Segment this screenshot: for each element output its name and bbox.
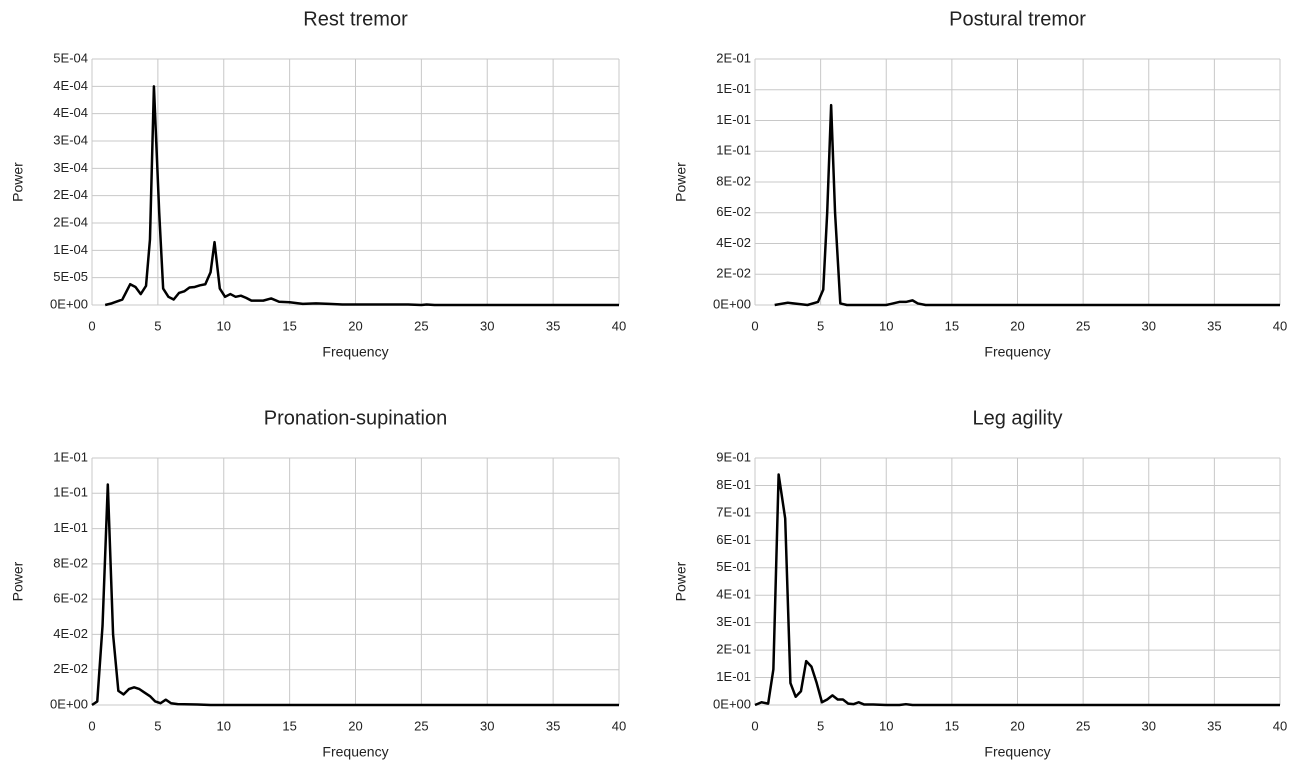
x-tick-label: 40 bbox=[1273, 718, 1287, 733]
y-tick-label: 5E-01 bbox=[716, 559, 751, 574]
x-tick-label: 25 bbox=[414, 318, 428, 333]
y-tick-label: 6E-02 bbox=[53, 591, 88, 606]
chart-title: Pronation-supination bbox=[264, 407, 447, 429]
x-axis-label: Frequency bbox=[322, 344, 388, 360]
x-axis-label: Frequency bbox=[322, 744, 388, 760]
y-tick-label: 3E-04 bbox=[53, 160, 88, 175]
y-tick-label: 6E-01 bbox=[716, 532, 751, 547]
y-tick-label: 4E-04 bbox=[53, 78, 88, 93]
x-tick-label: 10 bbox=[879, 718, 893, 733]
y-tick-label: 8E-02 bbox=[716, 173, 751, 188]
y-tick-label: 2E-04 bbox=[53, 214, 88, 229]
y-tick-label: 1E-01 bbox=[716, 143, 751, 158]
y-tick-label: 7E-01 bbox=[716, 504, 751, 519]
chart-title: Leg agility bbox=[972, 407, 1062, 429]
y-tick-label: 3E-04 bbox=[53, 132, 88, 147]
y-tick-label: 1E-01 bbox=[716, 669, 751, 684]
y-tick-label: 2E-04 bbox=[53, 187, 88, 202]
x-tick-label: 10 bbox=[217, 318, 231, 333]
y-tick-label: 1E-01 bbox=[716, 81, 751, 96]
y-tick-label: 5E-04 bbox=[53, 50, 88, 65]
x-tick-label: 0 bbox=[751, 318, 758, 333]
y-tick-label: 1E-01 bbox=[53, 485, 88, 500]
y-tick-label: 1E-01 bbox=[716, 112, 751, 127]
x-tick-label: 15 bbox=[282, 718, 296, 733]
chart-title: Rest tremor bbox=[303, 8, 408, 30]
y-axis-label: Power bbox=[673, 561, 689, 601]
y-axis-label: Power bbox=[10, 561, 26, 601]
x-axis-label: Frequency bbox=[984, 744, 1050, 760]
x-tick-label: 5 bbox=[817, 718, 824, 733]
x-tick-label: 0 bbox=[88, 718, 95, 733]
data-line bbox=[774, 103, 1280, 307]
y-tick-label: 9E-01 bbox=[716, 449, 751, 464]
y-tick-label: 1E-01 bbox=[53, 520, 88, 535]
x-tick-label: 10 bbox=[217, 718, 231, 733]
x-tick-label: 0 bbox=[751, 718, 758, 733]
y-tick-label: 4E-02 bbox=[716, 235, 751, 250]
chart-title: Postural tremor bbox=[949, 8, 1086, 30]
x-tick-label: 20 bbox=[1010, 318, 1024, 333]
x-tick-label: 30 bbox=[1142, 718, 1156, 733]
y-tick-label: 0E+00 bbox=[50, 696, 88, 711]
y-tick-label: 1E-04 bbox=[53, 242, 88, 257]
y-tick-label: 2E-02 bbox=[716, 266, 751, 281]
x-tick-label: 25 bbox=[1076, 718, 1090, 733]
y-tick-label: 0E+00 bbox=[50, 296, 88, 311]
y-axis-label: Power bbox=[10, 162, 26, 202]
x-tick-label: 35 bbox=[1207, 718, 1221, 733]
x-tick-label: 35 bbox=[546, 718, 560, 733]
y-tick-label: 2E-01 bbox=[716, 642, 751, 657]
data-line bbox=[91, 483, 619, 707]
y-tick-label: 0E+00 bbox=[713, 296, 751, 311]
x-axis-label: Frequency bbox=[984, 344, 1050, 360]
data-line bbox=[104, 85, 619, 307]
y-tick-label: 0E+00 bbox=[713, 696, 751, 711]
x-tick-label: 25 bbox=[414, 718, 428, 733]
x-tick-label: 35 bbox=[546, 318, 560, 333]
data-line bbox=[754, 473, 1280, 707]
x-tick-label: 20 bbox=[1010, 718, 1024, 733]
x-tick-label: 40 bbox=[1273, 318, 1287, 333]
x-tick-label: 5 bbox=[154, 718, 161, 733]
x-tick-label: 15 bbox=[945, 718, 959, 733]
y-tick-label: 2E-02 bbox=[53, 661, 88, 676]
y-tick-label: 3E-01 bbox=[716, 614, 751, 629]
y-tick-label: 4E-01 bbox=[716, 587, 751, 602]
y-axis-label: Power bbox=[673, 162, 689, 202]
y-tick-label: 8E-01 bbox=[716, 477, 751, 492]
x-tick-label: 35 bbox=[1207, 318, 1221, 333]
x-tick-label: 20 bbox=[348, 718, 362, 733]
x-tick-label: 20 bbox=[348, 318, 362, 333]
y-tick-label: 4E-02 bbox=[53, 626, 88, 641]
x-tick-label: 30 bbox=[1142, 318, 1156, 333]
x-tick-label: 15 bbox=[945, 318, 959, 333]
x-tick-label: 40 bbox=[612, 718, 626, 733]
x-tick-label: 0 bbox=[88, 318, 95, 333]
x-tick-label: 30 bbox=[480, 318, 494, 333]
x-tick-label: 40 bbox=[612, 318, 626, 333]
x-tick-label: 10 bbox=[879, 318, 893, 333]
y-tick-label: 4E-04 bbox=[53, 105, 88, 120]
x-tick-label: 15 bbox=[282, 318, 296, 333]
x-tick-label: 5 bbox=[154, 318, 161, 333]
y-tick-label: 2E-01 bbox=[716, 50, 751, 65]
y-tick-label: 8E-02 bbox=[53, 555, 88, 570]
y-tick-label: 6E-02 bbox=[716, 204, 751, 219]
y-tick-label: 1E-01 bbox=[53, 449, 88, 464]
x-tick-label: 5 bbox=[817, 318, 824, 333]
x-tick-label: 30 bbox=[480, 718, 494, 733]
y-tick-label: 5E-05 bbox=[53, 269, 88, 284]
x-tick-label: 25 bbox=[1076, 318, 1090, 333]
